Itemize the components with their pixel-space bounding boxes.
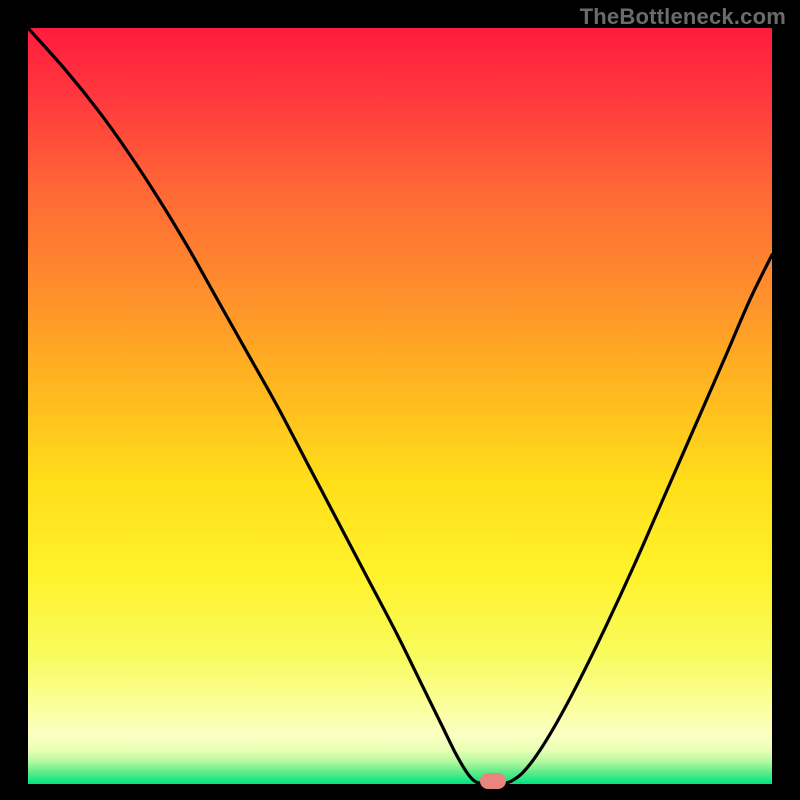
chart-frame: TheBottleneck.com bbox=[0, 0, 800, 800]
optimal-marker bbox=[480, 773, 506, 789]
bottleneck-curve bbox=[28, 28, 772, 784]
plot-area bbox=[28, 28, 772, 784]
watermark-text: TheBottleneck.com bbox=[580, 4, 786, 30]
